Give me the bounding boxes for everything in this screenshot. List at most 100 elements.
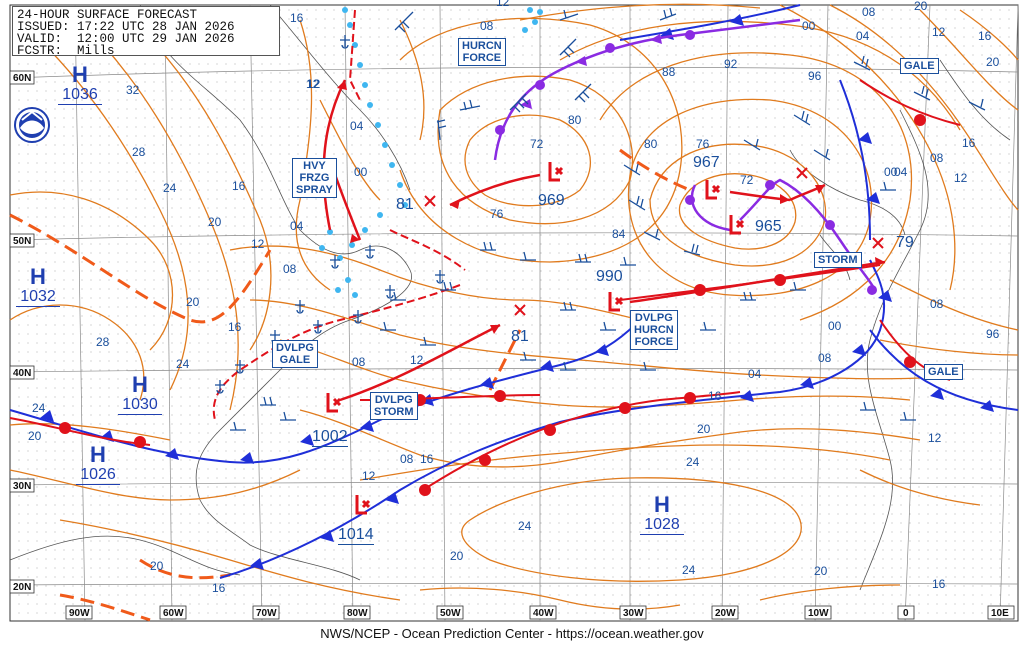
- lon-label: 30W: [623, 608, 644, 619]
- occluded-fronts: [493, 18, 877, 291]
- isobar-label: 12: [496, 0, 510, 9]
- warning-text: STORM: [374, 406, 414, 418]
- high-pressure-center: H 1036: [58, 64, 102, 105]
- isobar-label: 28: [96, 335, 110, 349]
- longitude-labels: 90W 80W 70W 60W 50W 40W 30W 20W 10W 0 10…: [65, 605, 1015, 620]
- isobar-label: 08: [862, 5, 876, 19]
- high-value: 1026: [76, 466, 120, 485]
- low-pressure-value: 1014: [338, 526, 374, 545]
- isobar-label: 96: [986, 327, 1000, 341]
- high-value: 1028: [640, 516, 684, 535]
- isobar-label: 24: [686, 455, 700, 469]
- isobar-label: 88: [662, 65, 676, 79]
- header-title: 24-HOUR SURFACE FORECAST: [17, 8, 198, 22]
- warning-text: GALE: [279, 354, 311, 366]
- isobar-label: 08: [818, 351, 832, 365]
- isobar-label: 20: [28, 429, 42, 443]
- isobar-label: 28: [132, 145, 146, 159]
- isobar-label: 04: [290, 219, 304, 233]
- warning-text: SPRAY: [296, 184, 333, 196]
- gale-warning: GALE: [924, 364, 963, 380]
- lon-label: 70W: [256, 608, 277, 619]
- isobar-label: 16: [290, 11, 304, 25]
- high-pressure-center: H 1028: [640, 494, 684, 535]
- isobar-label: 08: [480, 19, 494, 33]
- lat-label: 50N: [13, 236, 31, 247]
- isobar-label: 20: [914, 0, 928, 13]
- warning-text: FORCE: [634, 336, 674, 348]
- warning-text: HVY: [303, 160, 326, 172]
- low-pressure-value: 1002: [312, 428, 348, 447]
- high-pressure-center: H 1026: [76, 444, 120, 485]
- isobar-label: 08: [930, 151, 944, 165]
- isobar-label: 08: [930, 297, 944, 311]
- isobar-label: 16: [420, 452, 434, 466]
- isobar-label: 96: [808, 69, 822, 83]
- lon-label: 40W: [533, 608, 554, 619]
- developing-storm-warning: DVLPG STORM: [370, 392, 418, 420]
- high-value: 1036: [58, 86, 102, 105]
- latitude-labels: 60N 50N 40N 30N 20N: [9, 70, 35, 594]
- isobar-label: 04: [894, 165, 908, 179]
- header-issued: ISSUED: 17:22 UTC 28 JAN 2026: [17, 20, 235, 34]
- lon-label: 10W: [808, 608, 829, 619]
- high-value: 1032: [16, 288, 60, 307]
- isobar-label: 20: [450, 549, 464, 563]
- cold-fronts: [9, 4, 1019, 579]
- trough-lines: [9, 148, 691, 622]
- low-pressure-value: 967: [693, 154, 720, 171]
- lat-label: 20N: [13, 582, 31, 593]
- isobar-label: 04: [350, 119, 364, 133]
- isobar-label: 24: [176, 357, 190, 371]
- warning-text: HURCN: [462, 40, 502, 52]
- warning-text: DVLPG: [276, 342, 314, 354]
- warning-text: STORM: [818, 254, 858, 266]
- isobar-label: 80: [644, 137, 658, 151]
- lon-label: 90W: [69, 608, 90, 619]
- low-center-markers: [326, 162, 745, 515]
- isobar-label: 08: [400, 452, 414, 466]
- lon-label: 60W: [163, 608, 184, 619]
- noaa-logo-icon: [14, 107, 50, 143]
- warm-front-bumps: [59, 114, 926, 496]
- isobar-label: 04: [856, 29, 870, 43]
- isobar-label: 76: [490, 207, 504, 221]
- isobar-label: 72: [530, 137, 544, 151]
- developing-gale-warning: DVLPG GALE: [272, 340, 318, 368]
- isobar-label: 16: [212, 581, 226, 595]
- isobar-label: 80: [568, 113, 582, 127]
- isobar-label: 20: [150, 559, 164, 573]
- isobar-label: 20: [208, 215, 222, 229]
- high-letter: H: [132, 372, 148, 397]
- lon-label: 80W: [347, 608, 368, 619]
- isobar-label: 24: [163, 181, 177, 195]
- isobar-label: 32: [126, 83, 140, 97]
- high-letter: H: [72, 62, 88, 87]
- high-value: 1030: [118, 396, 162, 415]
- isobar-label: 12: [954, 171, 968, 185]
- lat-label: 30N: [13, 481, 31, 492]
- high-letter: H: [30, 264, 46, 289]
- isobar-label: 12: [410, 353, 424, 367]
- isobar-label: 12: [306, 77, 320, 91]
- isobar-label: 00: [802, 19, 816, 33]
- map-background: [10, 5, 1018, 621]
- isobar-label: 84: [612, 227, 626, 241]
- isobar-label: 92: [724, 57, 738, 71]
- high-pressure-center: H 1030: [118, 374, 162, 415]
- heavy-freezing-spray-warning: HVY FRZG SPRAY: [292, 158, 337, 198]
- storm-warning: STORM: [814, 252, 862, 268]
- isobar-label: 12: [362, 469, 376, 483]
- forecast-position-label: 81: [396, 196, 414, 213]
- header-forecaster: FCSTR: Mills: [17, 44, 115, 58]
- isobar-label: 76: [696, 137, 710, 151]
- map-frame: [9, 4, 1019, 622]
- isobar-label: 12: [251, 237, 265, 251]
- warning-text: GALE: [904, 60, 935, 72]
- isobar-label: 16: [228, 320, 242, 334]
- gale-warning: GALE: [900, 58, 939, 74]
- isobar-label: 20: [697, 422, 711, 436]
- storm-area-boundaries: [212, 9, 466, 421]
- isobar-label: 24: [32, 401, 46, 415]
- forecast-position-label: 81: [511, 328, 529, 345]
